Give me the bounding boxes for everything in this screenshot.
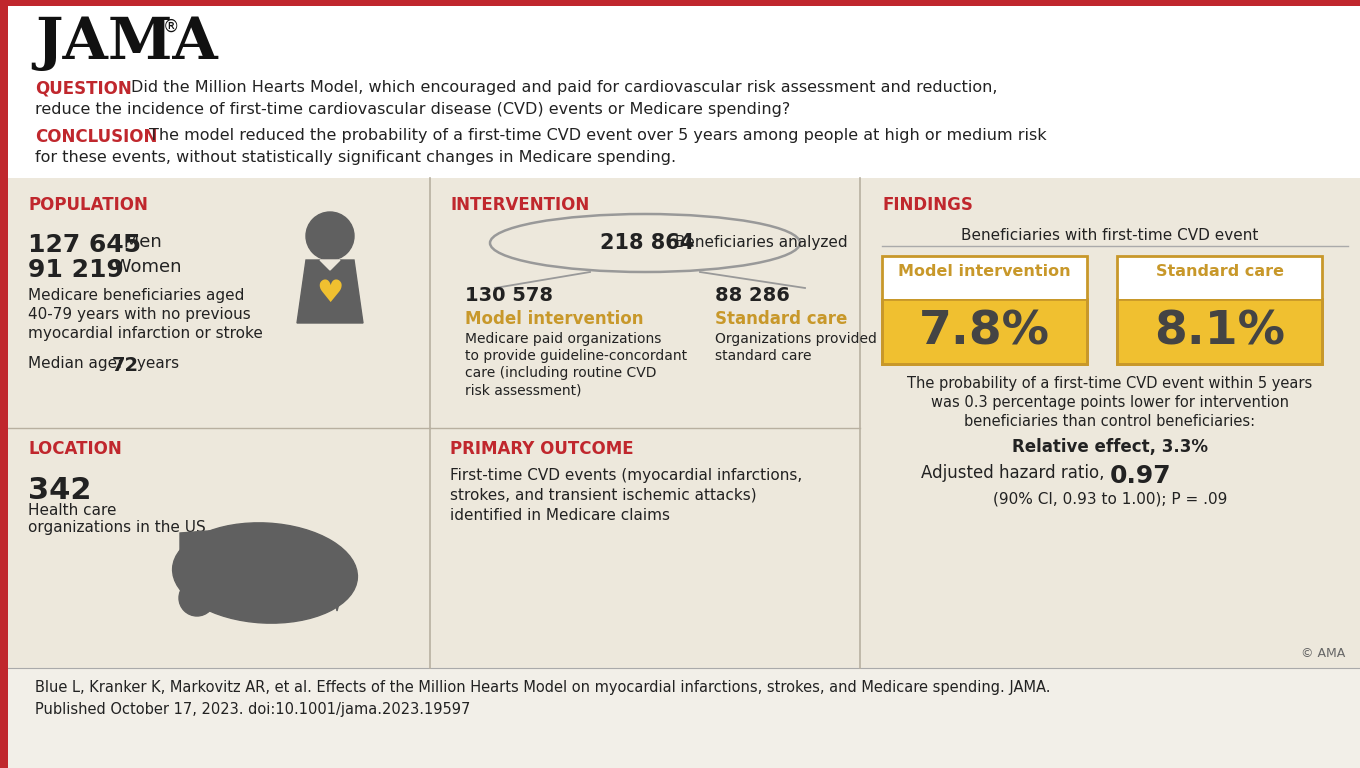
- Polygon shape: [333, 588, 343, 611]
- Text: POPULATION: POPULATION: [29, 196, 148, 214]
- Text: PRIMARY OUTCOME: PRIMARY OUTCOME: [450, 440, 634, 458]
- Text: 40-79 years with no previous: 40-79 years with no previous: [29, 307, 250, 322]
- FancyBboxPatch shape: [883, 256, 1087, 300]
- Text: Medicare beneficiaries aged: Medicare beneficiaries aged: [29, 288, 245, 303]
- Text: ®: ®: [163, 18, 180, 36]
- Text: QUESTION: QUESTION: [35, 80, 132, 98]
- FancyBboxPatch shape: [1117, 256, 1322, 300]
- Text: Men: Men: [118, 233, 162, 251]
- FancyBboxPatch shape: [8, 178, 1360, 668]
- Text: Model intervention: Model intervention: [898, 264, 1070, 279]
- Text: The model reduced the probability of a first-time CVD event over 5 years among p: The model reduced the probability of a f…: [150, 128, 1047, 143]
- Polygon shape: [180, 528, 250, 573]
- Text: 130 578: 130 578: [465, 286, 554, 305]
- Text: Standard care: Standard care: [715, 310, 847, 328]
- Text: CONCLUSION: CONCLUSION: [35, 128, 158, 146]
- Text: beneficiaries than control beneficiaries:: beneficiaries than control beneficiaries…: [964, 414, 1255, 429]
- Text: Beneficiaries with first-time CVD event: Beneficiaries with first-time CVD event: [962, 228, 1259, 243]
- Text: 0.97: 0.97: [1110, 464, 1171, 488]
- Text: 342: 342: [29, 476, 91, 505]
- Text: Organizations provided: Organizations provided: [715, 332, 877, 346]
- FancyBboxPatch shape: [1117, 300, 1322, 364]
- Text: 72: 72: [112, 356, 139, 375]
- Circle shape: [180, 580, 215, 616]
- Text: Women: Women: [107, 258, 181, 276]
- FancyBboxPatch shape: [0, 0, 1360, 6]
- Text: risk assessment): risk assessment): [465, 383, 582, 397]
- Text: © AMA: © AMA: [1300, 647, 1345, 660]
- Text: The probability of a first-time CVD event within 5 years: The probability of a first-time CVD even…: [907, 376, 1312, 391]
- Text: Median age:: Median age:: [29, 356, 126, 371]
- Polygon shape: [320, 260, 340, 270]
- Text: Blue L, Kranker K, Markovitz AR, et al. Effects of the Million Hearts Model on m: Blue L, Kranker K, Markovitz AR, et al. …: [35, 680, 1050, 717]
- Text: 8.1%: 8.1%: [1155, 309, 1285, 354]
- Text: was 0.3 percentage points lower for intervention: was 0.3 percentage points lower for inte…: [932, 395, 1289, 410]
- Polygon shape: [175, 463, 360, 508]
- Polygon shape: [296, 260, 363, 323]
- Text: Adjusted hazard ratio,: Adjusted hazard ratio,: [921, 464, 1110, 482]
- Text: Medicare paid organizations: Medicare paid organizations: [465, 332, 661, 346]
- FancyBboxPatch shape: [0, 0, 8, 768]
- Text: ♥: ♥: [317, 279, 344, 307]
- Text: identified in Medicare claims: identified in Medicare claims: [450, 508, 670, 523]
- Text: strokes, and transient ischemic attacks): strokes, and transient ischemic attacks): [450, 488, 756, 503]
- Text: Model intervention: Model intervention: [465, 310, 643, 328]
- Text: JAMA: JAMA: [35, 15, 218, 71]
- Ellipse shape: [173, 523, 358, 623]
- Text: Beneficiaries analyzed: Beneficiaries analyzed: [670, 236, 847, 250]
- Text: myocardial infarction or stroke: myocardial infarction or stroke: [29, 326, 262, 341]
- Text: LOCATION: LOCATION: [29, 440, 122, 458]
- Text: organizations in the US: organizations in the US: [29, 520, 205, 535]
- Text: (90% CI, 0.93 to 1.00); P = .09: (90% CI, 0.93 to 1.00); P = .09: [993, 492, 1227, 507]
- Text: years: years: [132, 356, 180, 371]
- Text: for these events, without statistically significant changes in Medicare spending: for these events, without statistically …: [35, 150, 676, 165]
- Text: to provide guideline-concordant: to provide guideline-concordant: [465, 349, 687, 363]
- Text: First-time CVD events (myocardial infarctions,: First-time CVD events (myocardial infarc…: [450, 468, 802, 483]
- Text: Health care: Health care: [29, 503, 117, 518]
- Text: 7.8%: 7.8%: [919, 309, 1050, 354]
- Text: Standard care: Standard care: [1156, 264, 1284, 279]
- Text: 127 645: 127 645: [29, 233, 141, 257]
- Text: FINDINGS: FINDINGS: [883, 196, 972, 214]
- Text: Did the Million Hearts Model, which encouraged and paid for cardiovascular risk : Did the Million Hearts Model, which enco…: [131, 80, 997, 95]
- Text: care (including routine CVD: care (including routine CVD: [465, 366, 657, 380]
- Text: reduce the incidence of first-time cardiovascular disease (CVD) events or Medica: reduce the incidence of first-time cardi…: [35, 102, 790, 117]
- Text: standard care: standard care: [715, 349, 812, 363]
- Text: 88 286: 88 286: [715, 286, 790, 305]
- Text: 218 864: 218 864: [600, 233, 694, 253]
- FancyBboxPatch shape: [883, 300, 1087, 364]
- Text: Relative effect, 3.3%: Relative effect, 3.3%: [1012, 438, 1208, 456]
- Text: 91 219: 91 219: [29, 258, 124, 282]
- Text: INTERVENTION: INTERVENTION: [450, 196, 589, 214]
- FancyBboxPatch shape: [0, 668, 1360, 768]
- Circle shape: [306, 212, 354, 260]
